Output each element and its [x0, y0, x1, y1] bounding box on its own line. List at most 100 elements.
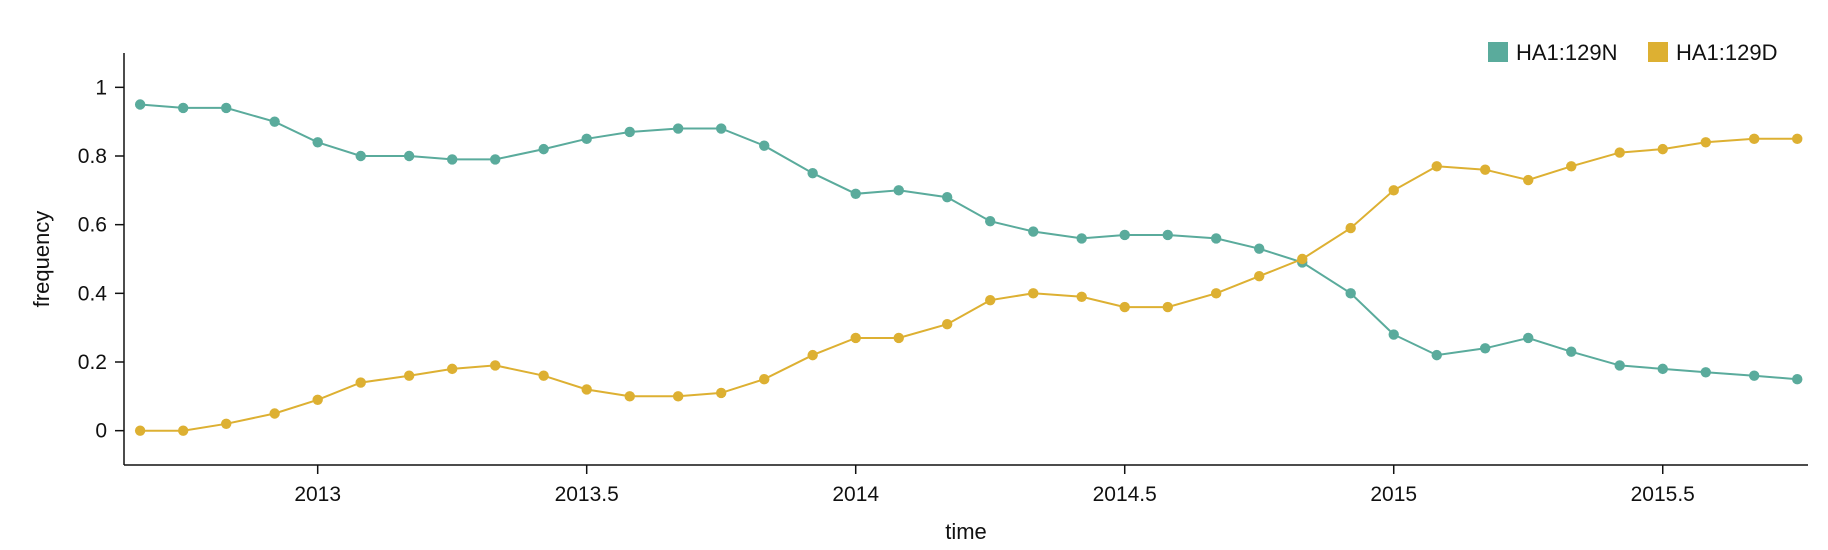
data-point[interactable] — [1748, 370, 1760, 381]
data-point[interactable] — [1523, 174, 1534, 186]
data-point[interactable] — [1792, 373, 1803, 385]
data-point[interactable] — [1657, 143, 1668, 155]
data-point[interactable] — [1028, 226, 1039, 237]
data-point[interactable] — [985, 216, 996, 227]
data-point[interactable] — [941, 192, 953, 203]
data-point[interactable] — [807, 167, 818, 179]
data-point[interactable] — [1657, 363, 1668, 375]
data-point[interactable] — [1162, 229, 1173, 241]
x-axis-title: time — [945, 519, 987, 544]
data-point[interactable] — [355, 150, 366, 162]
data-point[interactable] — [312, 394, 323, 405]
data-point[interactable] — [446, 154, 458, 165]
data-point[interactable] — [1431, 161, 1442, 172]
data-point[interactable] — [1614, 360, 1625, 371]
data-point[interactable] — [672, 123, 684, 134]
legend: HA1:129N HA1:129D — [1488, 40, 1778, 65]
y-axis-title: frequency — [29, 211, 54, 308]
data-point[interactable] — [403, 370, 415, 381]
data-point[interactable] — [269, 116, 280, 127]
data-point[interactable] — [1345, 222, 1356, 234]
legend-item[interactable]: HA1:129N — [1488, 40, 1618, 65]
data-point[interactable] — [538, 370, 549, 381]
data-point[interactable] — [134, 425, 146, 436]
data-point[interactable] — [1566, 161, 1577, 172]
x-tick-label: 2013.5 — [555, 483, 619, 506]
data-point[interactable] — [538, 143, 549, 155]
data-point[interactable] — [759, 373, 770, 385]
data-point[interactable] — [1523, 332, 1534, 344]
data-point[interactable] — [893, 185, 904, 196]
series-line — [140, 137, 1798, 432]
data-point[interactable] — [1162, 301, 1173, 313]
legend-swatch — [1488, 42, 1508, 62]
data-point[interactable] — [1119, 229, 1130, 241]
y-ticks: 0 0.2 0.4 0.6 0.8 1 — [78, 76, 124, 443]
y-tick-label: 0 — [95, 420, 107, 443]
data-point[interactable] — [221, 102, 232, 114]
data-point[interactable] — [1388, 329, 1399, 340]
data-point[interactable] — [1614, 147, 1625, 158]
data-point[interactable] — [672, 391, 684, 402]
data-point[interactable] — [1119, 301, 1130, 313]
data-point[interactable] — [985, 295, 996, 306]
data-point[interactable] — [624, 126, 635, 138]
x-tick-label: 2014 — [832, 483, 879, 506]
data-point[interactable] — [1792, 133, 1803, 145]
data-point[interactable] — [1076, 291, 1087, 302]
data-point[interactable] — [759, 140, 770, 151]
data-point[interactable] — [355, 377, 366, 388]
data-point[interactable] — [850, 332, 861, 344]
data-point[interactable] — [1700, 367, 1711, 378]
series-layer — [134, 99, 1803, 436]
data-point[interactable] — [1566, 346, 1577, 357]
x-tick-label: 2015.5 — [1631, 483, 1695, 506]
y-tick-label: 0.6 — [78, 214, 107, 237]
data-point[interactable] — [403, 150, 415, 162]
data-point[interactable] — [807, 349, 818, 361]
data-point[interactable] — [312, 137, 323, 148]
series-2 — [134, 133, 1803, 436]
x-tick-label: 2013 — [294, 483, 341, 506]
data-point[interactable] — [1748, 133, 1760, 145]
data-point[interactable] — [1479, 164, 1491, 175]
y-tick-label: 0.2 — [78, 351, 107, 374]
data-point[interactable] — [1254, 243, 1265, 254]
data-point[interactable] — [1479, 343, 1491, 354]
data-point[interactable] — [134, 99, 146, 110]
data-point[interactable] — [1431, 349, 1442, 361]
data-point[interactable] — [716, 387, 727, 399]
data-point[interactable] — [490, 154, 501, 165]
data-point[interactable] — [177, 102, 189, 114]
data-point[interactable] — [1345, 288, 1356, 299]
data-point[interactable] — [716, 123, 727, 134]
y-tick-label: 0.8 — [78, 145, 107, 168]
legend-swatch — [1648, 42, 1668, 62]
y-tick-label: 1 — [95, 76, 107, 99]
data-point[interactable] — [581, 133, 592, 145]
data-point[interactable] — [1388, 185, 1399, 196]
data-point[interactable] — [1297, 253, 1308, 265]
x-tick-label: 2014.5 — [1093, 483, 1157, 506]
data-point[interactable] — [1210, 233, 1222, 244]
data-point[interactable] — [177, 425, 189, 436]
data-point[interactable] — [446, 363, 458, 375]
data-point[interactable] — [490, 360, 501, 371]
legend-item[interactable]: HA1:129D — [1648, 40, 1778, 65]
data-point[interactable] — [941, 319, 953, 330]
data-point[interactable] — [893, 332, 904, 344]
data-point[interactable] — [269, 408, 280, 419]
data-point[interactable] — [1700, 137, 1711, 148]
series-line — [140, 103, 1798, 381]
data-point[interactable] — [1254, 270, 1265, 282]
data-point[interactable] — [850, 188, 861, 199]
data-point[interactable] — [1210, 288, 1222, 299]
legend-label: HA1:129N — [1516, 40, 1618, 65]
data-point[interactable] — [581, 384, 592, 395]
data-point[interactable] — [624, 391, 635, 402]
data-point[interactable] — [1028, 288, 1039, 299]
data-point[interactable] — [221, 418, 232, 429]
x-tick-label: 2015 — [1370, 483, 1417, 506]
data-point[interactable] — [1076, 233, 1087, 244]
